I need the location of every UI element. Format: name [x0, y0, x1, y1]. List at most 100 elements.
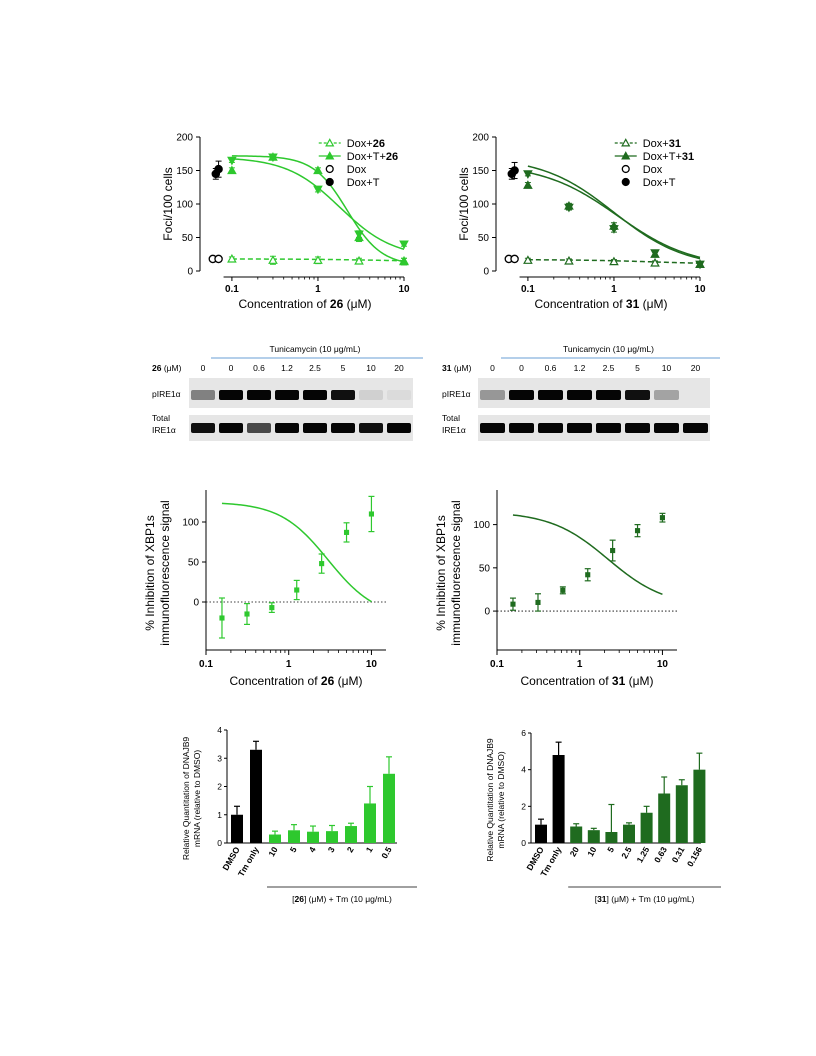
- x-tick-label: 0.1: [521, 284, 535, 295]
- legend-marker: [325, 151, 335, 160]
- x-tick-label: 1: [315, 284, 321, 295]
- blot-lane-label: 0.6: [253, 363, 265, 373]
- blot-band-total: [191, 423, 215, 433]
- legend-label-part: 31: [682, 151, 694, 163]
- bar: [675, 785, 688, 843]
- y-tick-label: 2: [217, 782, 222, 792]
- bar: [231, 814, 243, 843]
- blot-row-label: Total: [152, 413, 170, 423]
- blot-lane-label: 0: [519, 363, 524, 373]
- blot-band-p: [275, 390, 299, 400]
- blot-band-total: [359, 423, 383, 433]
- data-point: [609, 225, 619, 234]
- blot26: 26 (μM) Tunicamycin (10 μg/mL) 0 0 0.6 1.2 2.5…: [152, 344, 423, 441]
- legend-label-part: Dox+: [643, 138, 669, 150]
- blot-lane-label: 0: [201, 363, 206, 373]
- data-point: [523, 170, 533, 179]
- category-label: 0.31: [670, 845, 687, 865]
- x-axis-label-part: (μM): [343, 297, 371, 311]
- category-label: 0.5: [379, 845, 394, 860]
- legend-label: Dox+31: [643, 138, 681, 150]
- category-label: 0.63: [652, 845, 669, 865]
- blot-compound-label-part: (μM): [451, 363, 471, 373]
- y-tick-label: 2: [521, 801, 526, 811]
- data-point: [399, 240, 409, 250]
- blot-row-label: pIRE1α: [152, 389, 181, 399]
- data-point: [634, 528, 641, 534]
- legend-marker: [621, 177, 630, 187]
- blot-band-p: [480, 390, 505, 400]
- legend-label-part: Dox+T+: [643, 151, 682, 163]
- data-point: [268, 153, 278, 163]
- x-tick-label: 0.1: [199, 659, 213, 670]
- legend-label-part: Dox: [347, 164, 367, 176]
- blot-band-total: [683, 423, 708, 433]
- blot-band-p: [538, 390, 563, 400]
- blot-band-p: [683, 390, 708, 400]
- legend-label: Dox: [643, 164, 663, 176]
- chart-xbp26: 0 50 100 0.1 1 10 % Inhibition of XBP1s immunof…: [143, 490, 386, 688]
- y-axis-label: immunofluorescence signal: [158, 500, 172, 645]
- legend-label: Dox+26: [347, 138, 385, 150]
- x-axis-label-part: [: [292, 894, 295, 904]
- y-axis-label: mRNA (relative to DMSO): [496, 751, 506, 848]
- y-tick-label: 150: [472, 166, 489, 177]
- legend-marker: [621, 138, 631, 147]
- blot-lane-label: 20: [394, 363, 404, 373]
- blot-band-total: [625, 423, 650, 433]
- y-tick-label: 0: [521, 838, 526, 848]
- y-tick-label: 1: [217, 810, 222, 820]
- data-point: [610, 547, 616, 554]
- bar: [552, 755, 565, 843]
- data-point: [313, 185, 323, 195]
- bar: [623, 824, 635, 843]
- fit-curve: [527, 165, 701, 260]
- bar: [658, 793, 671, 843]
- legend-label: Dox: [347, 164, 367, 176]
- blot-row-label: IRE1α: [442, 425, 466, 435]
- category-label: 2.5: [619, 845, 634, 860]
- fit-curve: [221, 502, 372, 603]
- bar: [693, 769, 706, 843]
- legend-label-part: Dox+T: [347, 177, 380, 189]
- category-label: 3: [326, 845, 337, 854]
- category-label: 0.156: [685, 845, 704, 869]
- blot-band-p: [191, 390, 215, 400]
- chart-foci26: 0 50 100 150 200 0.1 1 10 Foci/100 cells Concentr…: [161, 133, 410, 312]
- y-tick-label: 6: [521, 728, 526, 738]
- x-axis-label: Concentration of 26 (μM): [239, 297, 372, 311]
- bar: [250, 749, 262, 843]
- blot-lane-label: 10: [662, 363, 672, 373]
- blot-lane-label: 5: [341, 363, 346, 373]
- y-tick-label: 200: [472, 133, 489, 144]
- blot-band-total: [538, 423, 563, 433]
- blot-band-p: [219, 390, 243, 400]
- x-tick-label: 1: [286, 659, 292, 670]
- legend-marker: [325, 177, 334, 187]
- data-point: [609, 256, 619, 266]
- blot-band-total: [247, 423, 271, 433]
- y-tick-label: 3: [217, 753, 222, 763]
- y-tick-label: 0: [187, 267, 193, 278]
- x-axis-label-part: 26: [294, 894, 304, 904]
- x-tick-label: 0.1: [490, 659, 504, 670]
- bar: [605, 832, 618, 843]
- data-point: [523, 180, 533, 189]
- data-point: [227, 156, 237, 166]
- blot-band-p: [596, 390, 621, 400]
- blot-band-total: [303, 423, 327, 433]
- legend-label-part: Dox+T+: [347, 151, 386, 163]
- x-axis-label-part: Concentration of: [230, 674, 321, 688]
- data-point: [399, 255, 409, 265]
- y-tick-label: 0: [484, 607, 490, 618]
- category-label: 5: [288, 845, 299, 854]
- x-axis-label-part: (μM): [625, 674, 653, 688]
- bar: [326, 831, 338, 843]
- x-tick-label: 10: [366, 659, 378, 670]
- legend-marker: [325, 138, 335, 147]
- blot-lane-label: 0: [490, 363, 495, 373]
- x-tick-label: 10: [398, 284, 410, 295]
- data-point: [510, 254, 519, 264]
- x-axis-label-part: Concentration of: [535, 297, 626, 311]
- chart-xbp31: 0 50 100 0.1 1 10 % Inhibition of XBP1s immunof…: [434, 490, 677, 688]
